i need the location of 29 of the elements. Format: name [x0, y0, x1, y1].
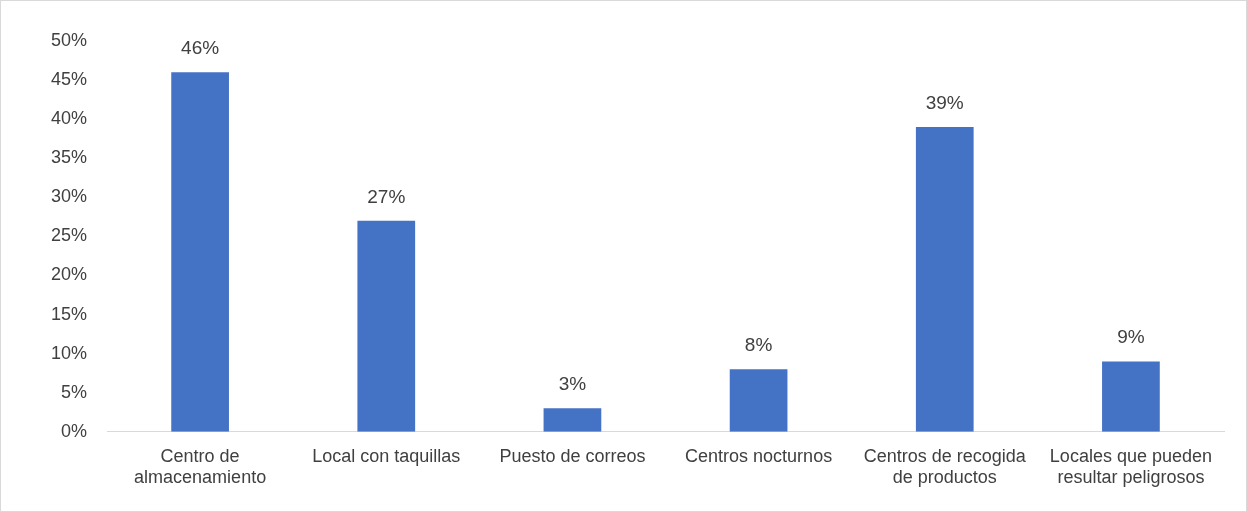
- y-tick-label: 50%: [51, 29, 88, 50]
- bar: [171, 72, 229, 432]
- bar: [543, 408, 602, 432]
- bar: [729, 369, 788, 432]
- y-tick-label: 5%: [61, 381, 88, 402]
- x-tick-label: Centros de recogida de productos: [863, 445, 1027, 488]
- y-tick-label: 30%: [51, 186, 88, 207]
- x-tick-label: Centro de almacenamiento: [134, 445, 267, 488]
- x-tick-label: Locales que pueden resultar peligrosos: [1049, 445, 1212, 488]
- x-tick-label: Local con taquillas: [312, 445, 461, 466]
- bar: [915, 126, 974, 432]
- data-label: 39%: [925, 91, 964, 113]
- data-label: 46%: [181, 37, 220, 58]
- y-tick-label: 10%: [51, 342, 88, 363]
- x-tick-label: Centros nocturnos: [685, 445, 833, 466]
- bar: [357, 220, 416, 432]
- y-tick-label: 35%: [51, 147, 88, 168]
- y-tick-label: 25%: [51, 225, 88, 246]
- bar: [1102, 361, 1160, 432]
- x-tick-label: Puesto de correos: [499, 445, 646, 466]
- data-label: 9%: [1117, 326, 1145, 348]
- data-label: 8%: [744, 334, 773, 356]
- data-label: 3%: [558, 373, 587, 395]
- data-label: 27%: [367, 185, 406, 207]
- y-tick-label: 45%: [51, 69, 88, 90]
- y-tick-label: 40%: [51, 108, 88, 129]
- y-tick-label: 15%: [51, 303, 88, 324]
- y-tick-label: 0%: [61, 420, 88, 441]
- y-tick-label: 20%: [51, 264, 88, 285]
